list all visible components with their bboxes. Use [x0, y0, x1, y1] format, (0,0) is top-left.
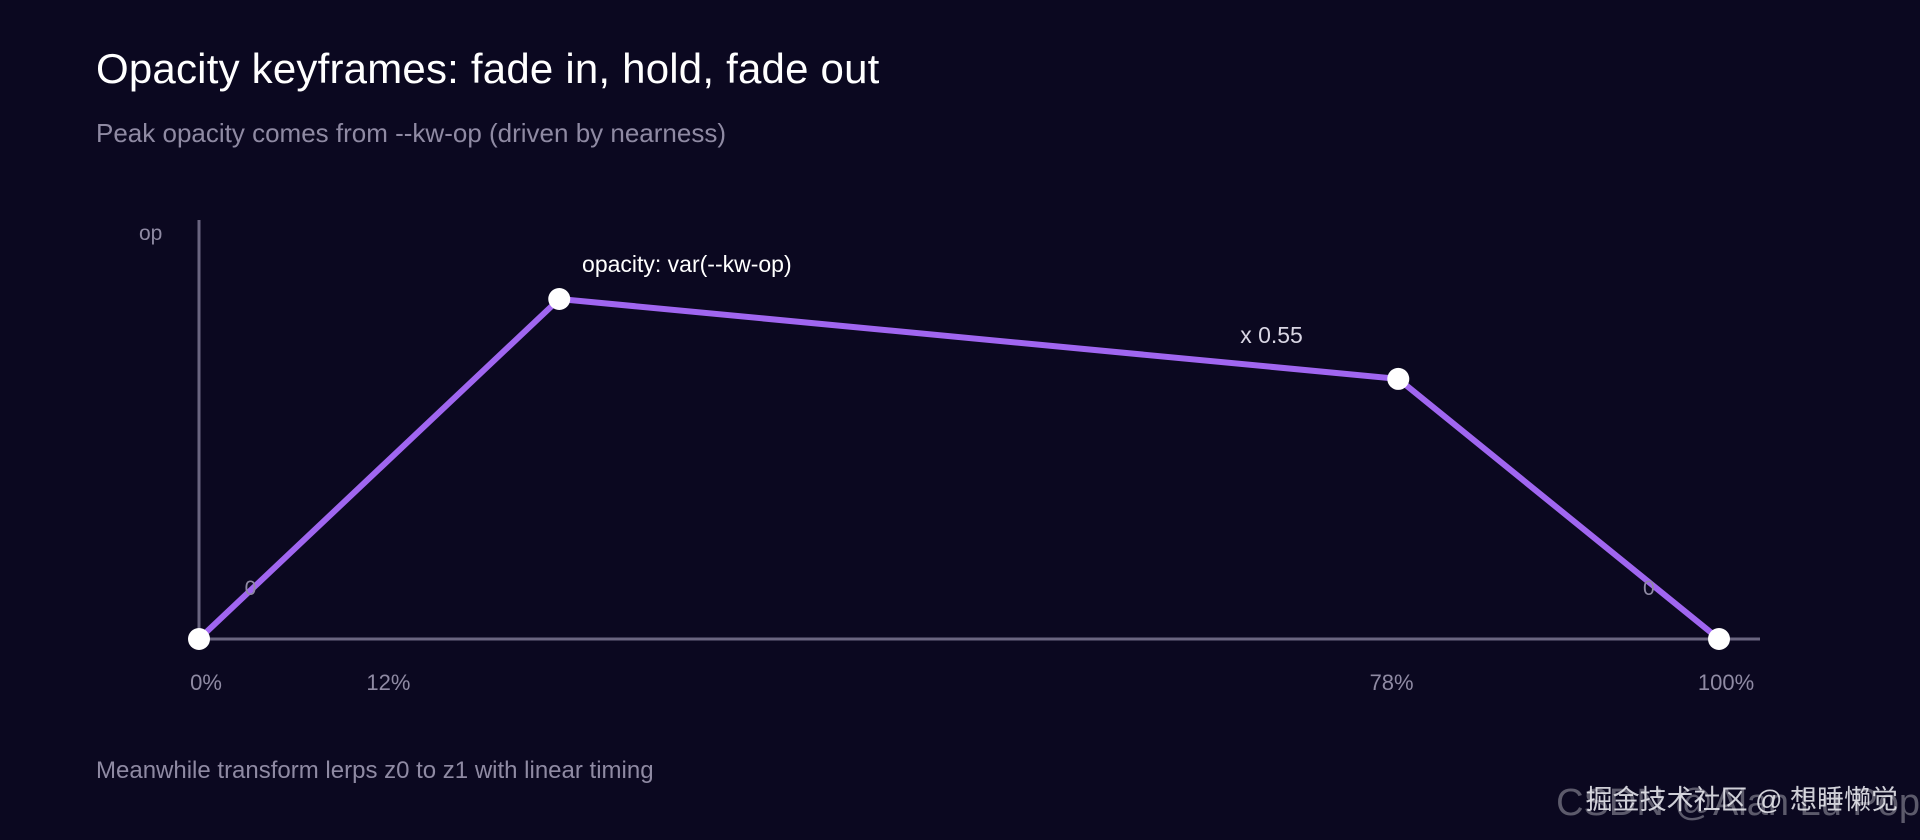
annotation-start-zero: 0: [245, 577, 257, 600]
annotation-peak-label: opacity: var(--kw-op): [582, 251, 792, 277]
x-tick-label: 12%: [366, 670, 410, 695]
y-axis-label: op: [139, 222, 162, 245]
watermark-juejin: 掘金技术社区 @ 想睡懒觉: [1585, 785, 1898, 815]
watermark-csdn: CSDN @Alan Lu Pop: [1556, 782, 1920, 824]
annotation-end-zero: 0: [1643, 577, 1655, 600]
annotations: 0 opacity: var(--kw-op) x 0.55 0: [245, 251, 1655, 600]
x-tick-label: 0%: [190, 670, 222, 695]
x-tick-label: 78%: [1370, 670, 1414, 695]
x-tick-label: 100%: [1698, 670, 1754, 695]
keyframe-point-3: [1708, 628, 1730, 650]
page-title: Opacity keyframes: fade in, hold, fade o…: [96, 45, 880, 92]
series-layer: [188, 288, 1730, 650]
keyframe-point-2: [1387, 367, 1410, 390]
keyframe-point-1: [548, 288, 571, 310]
annotation-scale-label: x 0.55: [1240, 322, 1303, 348]
keyframe-point-0: [188, 628, 210, 650]
x-tick-labels: 0% 12% 78% 100%: [190, 670, 1754, 695]
series-line-0: [196, 296, 1722, 642]
page-subtitle: Peak opacity comes from --kw-op (driven …: [96, 118, 727, 148]
footer-note: Meanwhile transform lerps z0 to z1 with …: [96, 757, 654, 784]
